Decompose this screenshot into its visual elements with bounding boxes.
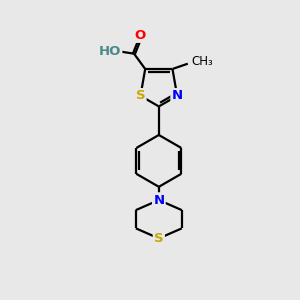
Text: CH₃: CH₃ [191,56,213,68]
Text: N: N [172,89,183,102]
Text: N: N [153,194,164,207]
Text: HO: HO [99,45,121,58]
Text: S: S [154,232,164,245]
Text: S: S [136,89,145,102]
Text: O: O [135,28,146,42]
